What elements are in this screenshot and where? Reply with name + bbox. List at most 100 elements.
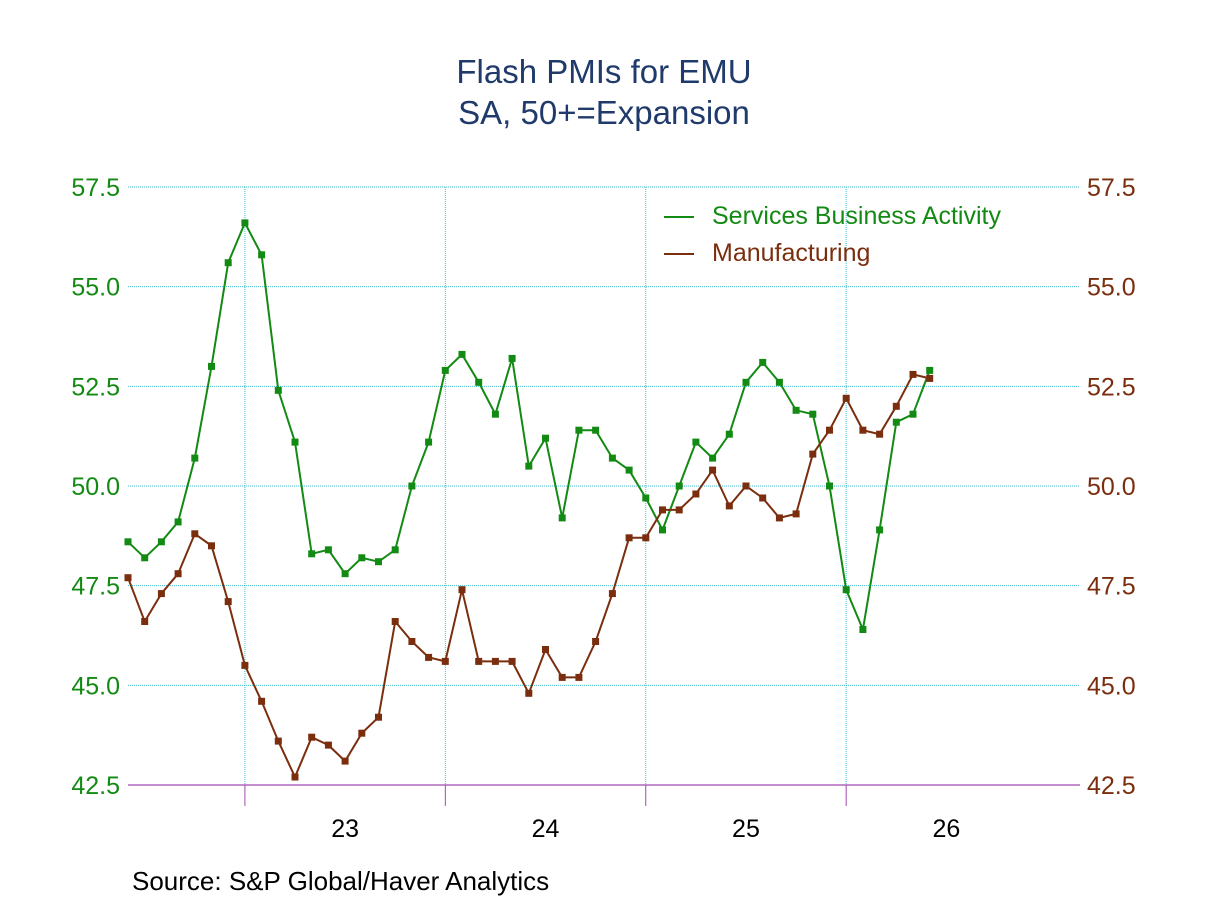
data-point-manufacturing — [558, 673, 566, 681]
chart-legend: Services Business Activity Manufacturing — [664, 202, 1001, 276]
data-point-manufacturing — [592, 638, 600, 645]
data-point-manufacturing — [859, 426, 867, 434]
data-point-manufacturing — [709, 466, 717, 474]
legend-label-services: Services Business Activity — [712, 202, 1001, 230]
data-point-manufacturing — [124, 574, 132, 582]
y-tick-label-right: 45.0 — [1087, 672, 1136, 700]
chart-title: Flash PMIs for EMU — [456, 53, 752, 90]
data-point-services — [191, 454, 199, 462]
y-tick-label-left: 50.0 — [71, 473, 120, 501]
data-point-manufacturing — [542, 646, 549, 653]
data-point-manufacturing — [458, 586, 466, 594]
data-point-manufacturing — [341, 757, 349, 765]
data-point-services — [675, 482, 683, 490]
data-point-services — [558, 514, 566, 522]
data-point-manufacturing — [892, 402, 900, 410]
data-point-services — [291, 438, 299, 446]
data-point-services — [174, 518, 182, 526]
data-point-services — [458, 350, 466, 358]
data-point-manufacturing — [224, 598, 232, 606]
data-point-services — [876, 526, 884, 534]
data-point-manufacturing — [324, 741, 332, 749]
data-point-services — [909, 410, 917, 418]
data-point-services — [692, 438, 700, 446]
data-point-manufacturing — [141, 618, 149, 625]
y-tick-label-right: 52.5 — [1087, 373, 1136, 401]
data-point-manufacturing — [575, 673, 583, 681]
data-point-services — [826, 482, 833, 490]
data-point-services — [224, 259, 232, 267]
legend-label-manufacturing: Manufacturing — [712, 239, 871, 267]
data-point-services — [842, 586, 850, 594]
y-tick-label-right: 55.0 — [1087, 274, 1136, 302]
data-point-manufacturing — [675, 506, 683, 514]
series-line-manufacturing — [127, 373, 930, 780]
data-point-services — [625, 466, 633, 474]
data-point-services — [157, 538, 165, 546]
data-point-services — [441, 366, 449, 374]
data-point-manufacturing — [608, 590, 616, 598]
data-point-manufacturing — [742, 482, 750, 490]
data-point-services — [926, 366, 934, 374]
data-point-services — [659, 526, 666, 534]
data-point-manufacturing — [926, 374, 934, 382]
data-point-manufacturing — [842, 394, 850, 402]
y-tick-label-left: 42.5 — [71, 772, 120, 800]
y-tick-label-left: 45.0 — [71, 672, 120, 700]
data-point-services — [525, 462, 533, 470]
data-point-services — [208, 362, 215, 370]
data-point-manufacturing — [391, 618, 399, 625]
legend-swatch-manufacturing — [664, 253, 694, 256]
data-point-services — [491, 410, 499, 418]
data-point-services — [792, 406, 800, 414]
data-point-manufacturing — [909, 370, 917, 378]
data-point-manufacturing — [208, 542, 215, 550]
legend-item-services: Services Business Activity — [664, 202, 1001, 239]
data-point-services — [358, 554, 366, 562]
series-line-services — [127, 220, 931, 634]
data-point-manufacturing — [491, 657, 499, 665]
data-point-services — [642, 494, 650, 502]
data-point-services — [124, 538, 132, 546]
data-point-manufacturing — [809, 450, 817, 458]
data-point-manufacturing — [759, 494, 767, 502]
data-point-manufacturing — [274, 737, 282, 745]
legend-item-manufacturing: Manufacturing — [664, 239, 1001, 276]
data-point-services — [608, 454, 616, 462]
data-point-manufacturing — [692, 490, 700, 498]
data-point-manufacturing — [441, 657, 449, 665]
data-point-manufacturing — [375, 713, 382, 721]
data-point-services — [258, 251, 266, 259]
data-point-manufacturing — [425, 653, 433, 661]
y-tick-label-left: 57.5 — [71, 174, 120, 202]
data-point-manufacturing — [725, 502, 733, 510]
y-tick-label-left: 55.0 — [71, 274, 120, 302]
data-point-manufacturing — [508, 657, 516, 665]
data-point-services — [542, 434, 549, 442]
data-point-services — [725, 430, 733, 438]
data-point-services — [809, 410, 817, 418]
x-tick-label: 26 — [932, 815, 960, 843]
source-note: Source: S&P Global/Haver Analytics — [132, 866, 550, 896]
data-point-manufacturing — [792, 510, 800, 518]
data-point-manufacturing — [191, 530, 199, 538]
chart-subtitle: SA, 50+=Expansion — [458, 94, 750, 131]
data-point-services — [141, 554, 149, 562]
data-point-services — [892, 418, 900, 426]
y-tick-label-left: 52.5 — [71, 373, 120, 401]
data-point-manufacturing — [408, 638, 416, 645]
data-point-manufacturing — [174, 570, 182, 578]
legend-swatch-services — [664, 216, 694, 219]
y-tick-label-right: 42.5 — [1087, 772, 1136, 800]
data-point-manufacturing — [525, 689, 533, 697]
data-point-manufacturing — [642, 534, 650, 542]
data-point-services — [759, 358, 767, 366]
data-point-manufacturing — [475, 657, 483, 665]
data-point-services — [391, 546, 399, 554]
data-point-manufacturing — [826, 426, 833, 434]
data-point-manufacturing — [157, 590, 165, 598]
data-point-services — [709, 454, 717, 462]
data-point-services — [508, 354, 516, 362]
data-point-services — [274, 386, 282, 394]
